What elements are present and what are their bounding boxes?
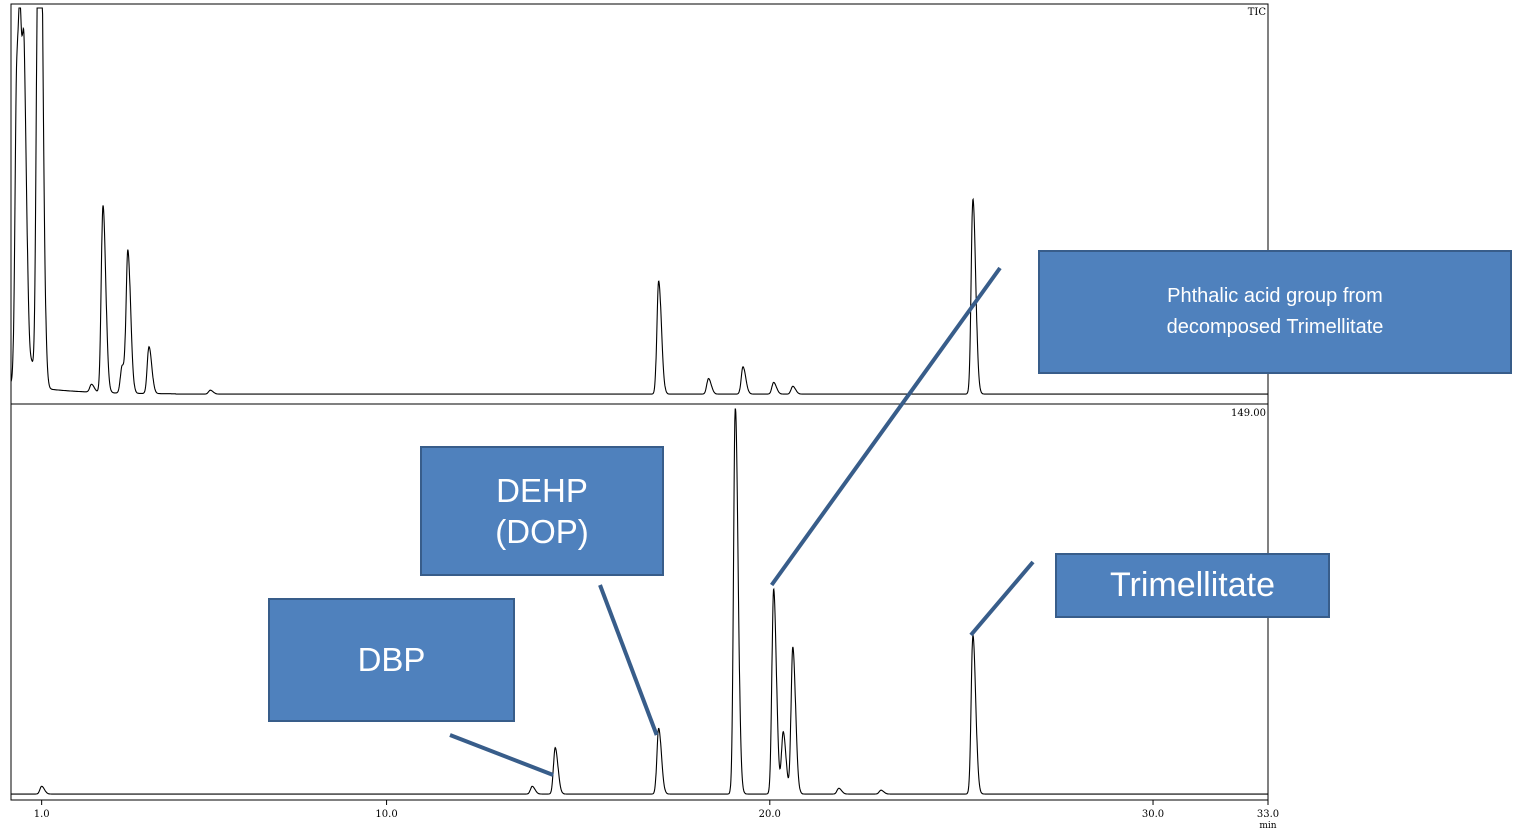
- leader-line-dehp: [598, 584, 659, 736]
- callout-phthalic-line-2: decomposed Trimellitate: [1166, 316, 1384, 338]
- leader-line-trimellitate: [969, 560, 1035, 637]
- panel-label-2: 149.00: [1231, 408, 1266, 419]
- callout-dehp-line-2: (DOP): [495, 513, 589, 550]
- callout-dehp: DEHP (DOP): [420, 446, 664, 576]
- x-tick-label-3: 30.0: [1142, 809, 1164, 820]
- callout-trimellitate-line-1: Trimellitate: [1110, 566, 1275, 604]
- x-axis-label: min: [1259, 821, 1276, 831]
- panel-label-1: TIC: [1248, 7, 1267, 18]
- x-tick-label-0: 1.0: [34, 809, 50, 820]
- callout-trimellitate: Trimellitate: [1055, 553, 1330, 618]
- traces: [10, 7, 1268, 795]
- trace-panel-2: [11, 408, 1268, 795]
- x-tick-label-4: 33.0: [1257, 809, 1279, 820]
- leader-line-dbp: [449, 733, 554, 777]
- callout-dbp: DBP: [268, 598, 515, 722]
- callout-dehp-line-1: DEHP: [496, 471, 588, 509]
- plot-frame: [10, 3, 1269, 801]
- plot-border: [10, 3, 1269, 801]
- leader-line-phthalic: [770, 266, 1002, 587]
- x-tick-label-1: 10.0: [375, 809, 397, 820]
- callout-phthalic-line-1: Phthalic acid group from: [1167, 285, 1383, 307]
- leader-lines: [449, 266, 1035, 777]
- x-tick-label-2: 20.0: [759, 809, 781, 820]
- callout-phthalic: Phthalic acid group from decomposed Trim…: [1038, 250, 1512, 374]
- panel-labels: TIC 149.00: [1231, 7, 1266, 419]
- callout-dbp-line-1: DBP: [357, 641, 426, 678]
- trace-panel-1: [10, 7, 1268, 395]
